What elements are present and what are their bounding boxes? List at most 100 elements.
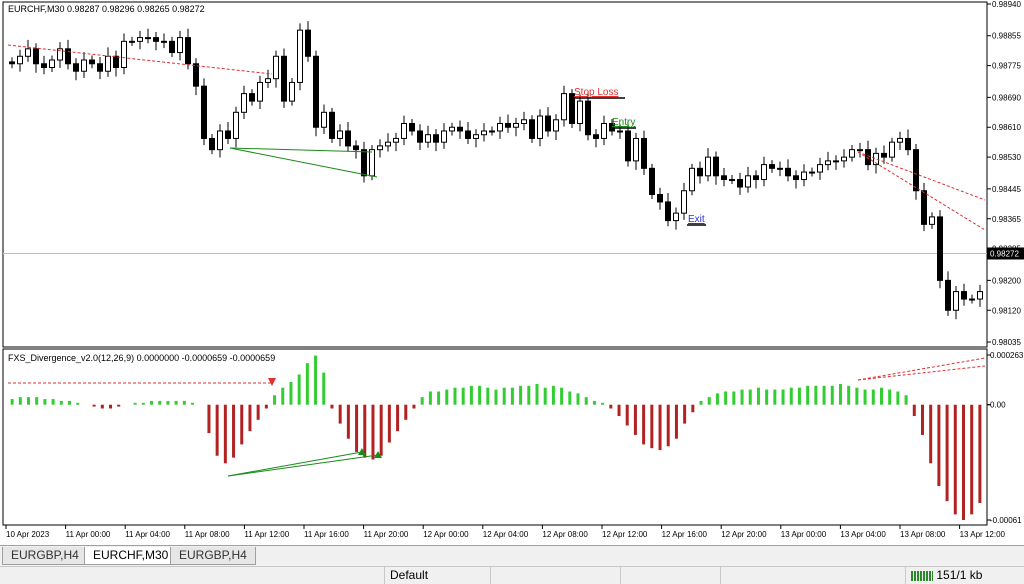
candle-bear <box>193 63 199 87</box>
candle-bear <box>353 145 359 151</box>
candle-bull <box>513 123 519 128</box>
tab-eurgbp-h4-2[interactable]: EURGBP,H4 <box>170 547 256 565</box>
candle-bull <box>57 48 63 61</box>
osc-channel-line-lower <box>857 365 986 381</box>
candle-bear <box>113 55 119 68</box>
price-axis: 0.98940 0.98855 0.98775 0.98690 0.98610 0.985… <box>3 0 1024 347</box>
candle-bull <box>705 156 711 177</box>
annotation-label: Exit <box>688 214 705 225</box>
candle-bull <box>337 130 343 139</box>
candle-bull <box>481 130 487 136</box>
candle-bear <box>153 37 159 42</box>
candle-bull <box>817 164 823 173</box>
candle-bear <box>737 179 743 188</box>
candle-bull <box>393 137 399 143</box>
candle-bear <box>697 167 703 177</box>
candle-bear <box>585 100 591 136</box>
candle-bear <box>169 40 175 54</box>
candle-bull <box>145 37 151 40</box>
time-tick-label: 11 Apr 00:00 <box>66 530 111 539</box>
time-tick-label: 12 Apr 16:00 <box>662 530 708 539</box>
price-tick-label: 0.98445 <box>992 185 1021 194</box>
indicator-label: FXS_Divergence_v2.0(12,26,9) 0.0000000 -… <box>8 353 275 363</box>
time-tick-label: 13 Apr 12:00 <box>960 530 1006 539</box>
candle-bull <box>17 55 23 65</box>
time-tick-label: 12 Apr 08:00 <box>542 530 588 539</box>
tab-eurgbp-h4-1[interactable]: EURGBP,H4 <box>2 547 88 565</box>
oscillator-layer: 0.000263 0.00 -0.00061 <box>8 351 1024 525</box>
candle-bear <box>545 115 551 132</box>
chart-canvas[interactable]: 0.98940 0.98855 0.98775 0.98690 0.98610 0.985… <box>0 0 1024 545</box>
candle-bull <box>241 93 247 113</box>
connection-bars-icon <box>911 570 933 581</box>
candle-bear <box>281 55 287 102</box>
candle-bear <box>249 93 255 102</box>
candle-bull <box>369 149 375 177</box>
candle-bull <box>977 291 983 300</box>
candle-bear <box>505 123 511 128</box>
candle-bull <box>889 141 895 158</box>
candle-bull <box>137 37 143 42</box>
candle-bull <box>577 100 583 125</box>
candle-bull <box>617 130 623 133</box>
candle-bear <box>97 63 103 72</box>
candle-bear <box>881 152 887 158</box>
candle-bull <box>449 126 455 132</box>
candle-bear <box>769 164 775 169</box>
candle-bear <box>433 134 439 143</box>
sell-arrow-icon <box>268 378 276 386</box>
price-pane[interactable] <box>2 1 988 348</box>
candle-bull <box>953 291 959 311</box>
candle-bull <box>161 40 167 43</box>
connection-status[interactable]: 151/1 kb <box>905 567 1024 584</box>
candle-bull <box>489 130 495 133</box>
candle-bull <box>897 137 903 143</box>
profile-status[interactable]: Default <box>384 567 490 584</box>
divergence-line-price-1 <box>229 147 373 153</box>
candle-bull <box>553 119 559 132</box>
candle-bull <box>217 130 223 151</box>
candle-bear <box>329 111 335 139</box>
time-tick-label: 11 Apr 16:00 <box>304 530 349 539</box>
price-tick-label: 0.98530 <box>992 153 1021 162</box>
candle-bull <box>129 40 135 43</box>
chart-tabs: EURGBP,H4 EURCHF,M30 EURGBP,H4 <box>0 545 1024 566</box>
time-tick-label: 12 Apr 20:00 <box>721 530 767 539</box>
candle-bear <box>865 149 871 166</box>
candle-bull <box>761 164 767 181</box>
chart-window[interactable]: 0.98940 0.98855 0.98775 0.98690 0.98610 0.985… <box>0 0 1024 545</box>
candle-bull <box>689 167 695 192</box>
candle-bear <box>345 130 351 147</box>
osc-channel-line-upper <box>857 357 986 381</box>
time-tick-label: 11 Apr 04:00 <box>125 530 170 539</box>
indicator-pane[interactable] <box>2 348 988 526</box>
trendlines-layer[interactable]: Stop Loss Entry Exit <box>7 44 986 231</box>
osc-divergence-line-1 <box>227 451 363 477</box>
candle-bear <box>721 175 727 181</box>
candle-bull <box>601 123 607 139</box>
candle-bear <box>89 59 95 65</box>
candle-bull <box>425 134 431 143</box>
candle-bull <box>521 119 527 125</box>
status-cell-empty-2 <box>620 567 721 584</box>
osc-divergence-line-2 <box>227 454 379 477</box>
time-tick-label: 13 Apr 08:00 <box>900 530 946 539</box>
current-price-box <box>987 247 1024 260</box>
time-tick-label: 11 Apr 20:00 <box>364 530 409 539</box>
candle-bear <box>305 29 311 57</box>
candle-bull <box>121 40 127 68</box>
candle-bull <box>537 115 543 139</box>
time-tick-label: 11 Apr 08:00 <box>185 530 230 539</box>
candle-bear <box>65 48 71 65</box>
candle-bull <box>777 167 783 170</box>
status-cell-empty-3 <box>720 567 906 584</box>
candle-bear <box>913 149 919 192</box>
tab-eurchf-m30[interactable]: EURCHF,M30 <box>84 547 178 565</box>
candle-bear <box>937 216 943 281</box>
candle-bull <box>673 212 679 222</box>
candle-bull <box>801 171 807 181</box>
time-tick-label: 13 Apr 04:00 <box>840 530 886 539</box>
candle-bull <box>929 216 935 225</box>
candle-bear <box>417 130 423 143</box>
candle-bull <box>273 55 279 80</box>
